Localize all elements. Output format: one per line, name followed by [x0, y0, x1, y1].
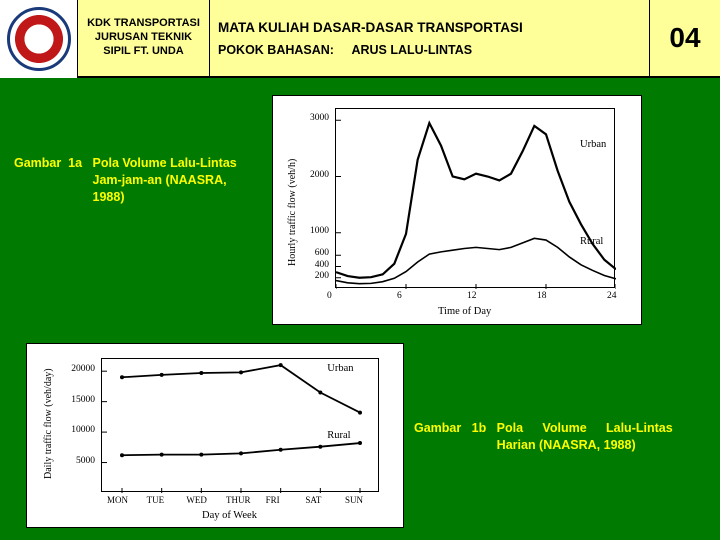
caption-gambar-1a: Gambar 1a Pola Volume Lalu-Lintas Jam-ja… — [14, 155, 260, 206]
topic-value: ARUS LALU-LINTAS — [351, 43, 472, 57]
chart-daily-flow: Daily traffic flow (veh/day) 50001000015… — [26, 343, 404, 528]
caption-1a-label: Gambar 1a — [14, 155, 93, 206]
chart2-xtick: TUE — [147, 495, 165, 505]
chart1-ytick: 1000 — [289, 226, 329, 236]
caption-1b-label: Gambar 1b — [414, 420, 497, 454]
chart2-xtick: SAT — [305, 495, 321, 505]
chart1-xlabel: Time of Day — [438, 306, 491, 317]
chart1-xtick: 0 — [327, 291, 332, 301]
chart2-xtick: WED — [186, 495, 207, 505]
chart1-ytick: 400 — [289, 260, 329, 270]
chart1-xtick: 6 — [397, 291, 402, 301]
chart1-ytick: 600 — [289, 248, 329, 258]
university-logo — [0, 0, 78, 78]
department-box: KDK TRANSPORTASI JURUSAN TEKNIK SIPIL FT… — [78, 0, 210, 76]
chart2-xtick: FRI — [266, 495, 280, 505]
chart2-svg — [102, 359, 380, 493]
chart2-ytick: 15000 — [49, 395, 95, 405]
chart2-series-label: Urban — [327, 363, 353, 374]
course-title: MATA KULIAH DASAR-DASAR TRANSPORTASI — [218, 20, 649, 35]
chart2-xtick: MON — [107, 495, 128, 505]
chart1-xtick: 24 — [607, 291, 617, 301]
department-text: KDK TRANSPORTASI JURUSAN TEKNIK SIPIL FT… — [80, 17, 207, 58]
chart1-series-label: Urban — [580, 139, 606, 150]
chart1-series-label: Rural — [580, 236, 603, 247]
title-area: MATA KULIAH DASAR-DASAR TRANSPORTASI POK… — [210, 0, 650, 76]
logo-circle — [7, 7, 71, 71]
chart2-ytick: 5000 — [49, 456, 95, 466]
page-number-box: 04 — [650, 0, 720, 76]
chart2-xtick: SUN — [345, 495, 363, 505]
caption-1a-text: Pola Volume Lalu-Lintas Jam-jam-an (NAAS… — [93, 155, 260, 206]
chart1-ytick: 2000 — [289, 170, 329, 180]
chart-hourly-flow: Hourly traffic flow (veh/h) 200400600100… — [272, 95, 642, 325]
chart1-plot-area — [335, 108, 615, 288]
chart1-ytick: 3000 — [289, 113, 329, 123]
chart2-xlabel: Day of Week — [202, 510, 257, 521]
chart2-ytick: 20000 — [49, 364, 95, 374]
chart1-xtick: 18 — [537, 291, 547, 301]
caption-1b-text: Pola Volume Lalu-Lintas Harian (NAASRA, … — [497, 420, 673, 454]
chart2-plot-area — [101, 358, 379, 492]
topic-line: POKOK BAHASAN: ARUS LALU-LINTAS — [218, 43, 649, 57]
caption-gambar-1b: Gambar 1b Pola Volume Lalu-Lintas Harian… — [414, 420, 714, 454]
chart2-ytick: 10000 — [49, 425, 95, 435]
chart2-series-label: Rural — [327, 430, 350, 441]
page-number: 04 — [669, 22, 700, 54]
chart1-xtick: 12 — [467, 291, 477, 301]
chart2-xtick: THUR — [226, 495, 251, 505]
chart1-svg — [336, 109, 616, 289]
slide-header: KDK TRANSPORTASI JURUSAN TEKNIK SIPIL FT… — [0, 0, 720, 78]
chart1-ytick: 200 — [289, 271, 329, 281]
topic-label: POKOK BAHASAN: — [218, 43, 334, 57]
